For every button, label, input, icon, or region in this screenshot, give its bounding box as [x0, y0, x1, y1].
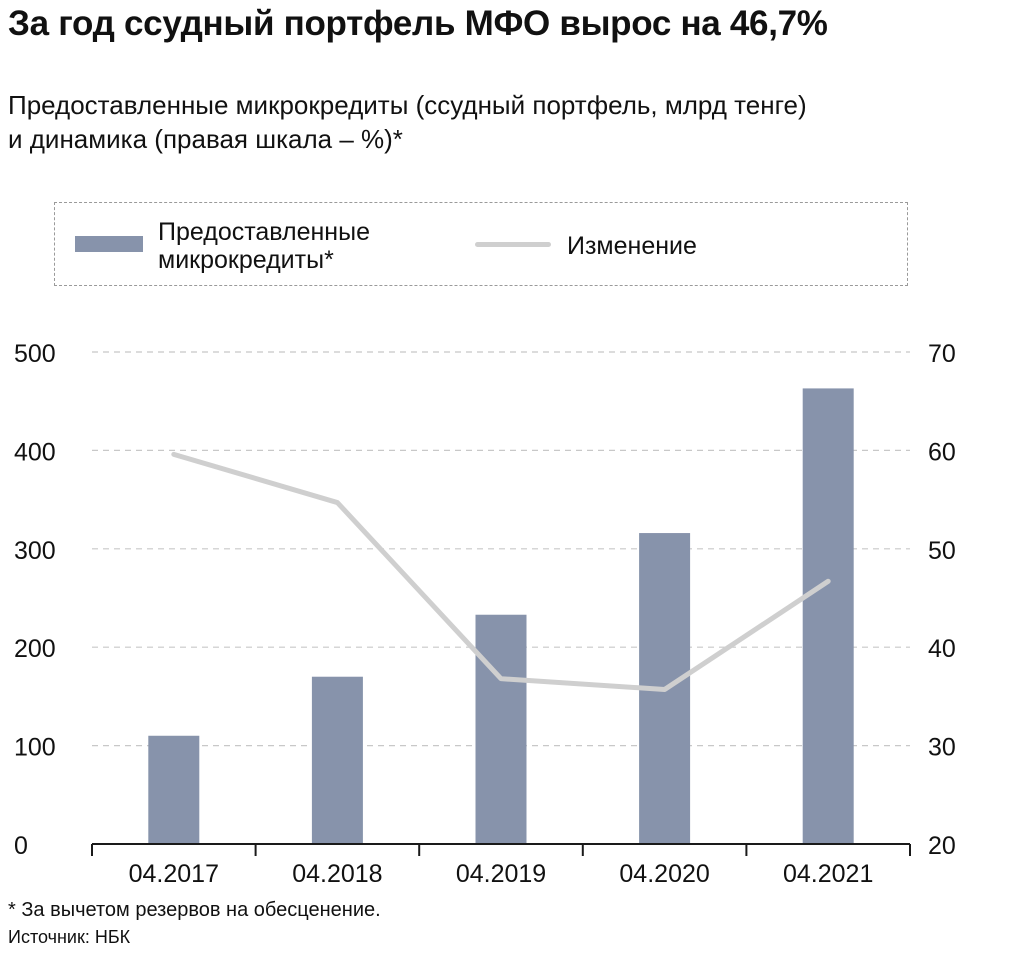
combo-chart: 0 100 200 300 400 500 20 30 40 50 60 70 04.2017 04.20… [14, 340, 956, 888]
right-tick-label-2: 40 [928, 635, 956, 663]
right-tick-label-4: 60 [928, 438, 956, 466]
line-series-change [171, 451, 831, 693]
left-tick-label-5: 500 [14, 340, 56, 368]
subtitle-line-2: и динамика (правая шкала – %)* [8, 124, 403, 154]
legend-line-swatch [475, 242, 551, 247]
legend-bar-label: Предоставленные микрокредиты* [158, 218, 370, 274]
x-tick-label-3: 04.2020 [619, 860, 709, 888]
right-tick-label-5: 70 [928, 340, 956, 368]
chart-legend: Предоставленные микрокредиты* Изменение [54, 202, 908, 286]
right-tick-label-3: 50 [928, 537, 956, 565]
footnote: * За вычетом резервов на обесценение. [8, 899, 381, 921]
chart-title: За год ссудный портфель МФО вырос на 46,… [8, 4, 828, 43]
right-tick-label-1: 30 [928, 734, 956, 762]
x-tick-label-2: 04.2019 [456, 860, 546, 888]
left-tick-label-2: 200 [14, 635, 56, 663]
bar-04.2018 [311, 676, 363, 844]
x-tick-label-4: 04.2021 [783, 860, 873, 888]
left-tick-label-3: 300 [14, 537, 56, 565]
left-tick-label-0: 0 [14, 832, 28, 860]
subtitle-line-1: Предоставленные микрокредиты (ссудный по… [8, 90, 807, 120]
source-note: Источник: НБК [8, 927, 131, 947]
x-tick-label-1: 04.2018 [292, 860, 382, 888]
bar-04.2019 [475, 614, 527, 844]
bar-04.2017 [148, 735, 200, 844]
bar-04.2021 [802, 388, 854, 844]
chart-subtitle: Предоставленные микрокредиты (ссудный по… [8, 88, 1008, 156]
legend-bar-swatch [75, 236, 143, 252]
legend-line-label: Изменение [567, 232, 697, 260]
x-tick-label-0: 04.2017 [129, 860, 219, 888]
right-tick-label-0: 20 [928, 832, 956, 860]
left-tick-label-1: 100 [14, 734, 56, 762]
left-tick-label-4: 400 [14, 438, 56, 466]
